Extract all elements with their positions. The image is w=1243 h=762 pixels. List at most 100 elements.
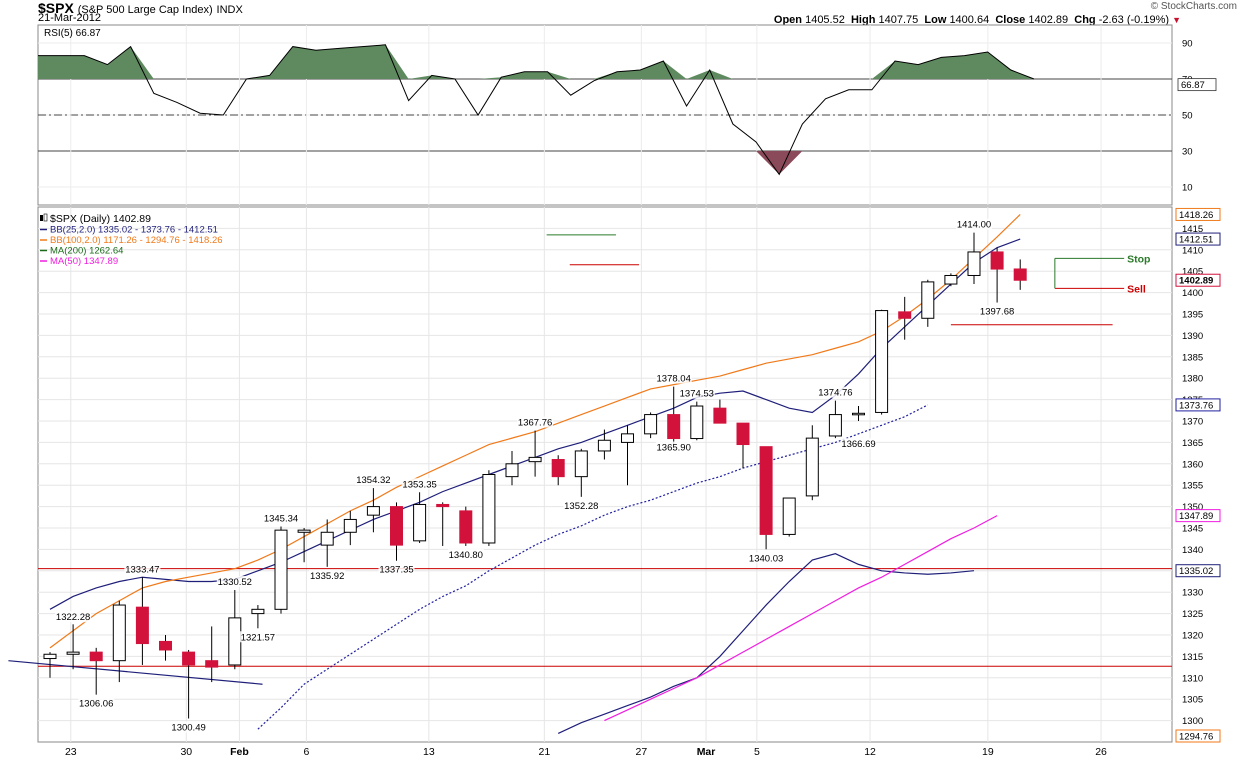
rsi-value-tag-text: 66.87: [1181, 80, 1205, 91]
candle-body: [274, 529, 288, 610]
price-annotation: 1306.06: [79, 699, 113, 710]
price-annotation: 1374.76: [818, 388, 852, 399]
axis-value-tag-text: 1373.76: [1179, 400, 1213, 411]
candle-body: [805, 437, 819, 497]
candle-body: [43, 653, 57, 660]
annotation-bg: [239, 631, 276, 643]
symbol-title: $SPX (S&P 500 Large Cap Index) INDX: [38, 0, 243, 16]
price-annotation: 1367.76: [518, 418, 552, 429]
price-tick-label: 1390: [1182, 331, 1203, 342]
price-tick-label: 1415: [1182, 224, 1203, 235]
candle-body: [366, 506, 380, 516]
candle-body: [944, 274, 958, 285]
axis-value-tag: [1175, 509, 1221, 523]
open-label: Open: [773, 14, 803, 26]
overlay-line: [604, 515, 998, 722]
close-label: Close: [995, 14, 1026, 26]
x-tick-label: 26: [1095, 746, 1107, 758]
rsi-oversold-fill: [38, 151, 1034, 175]
candle-body: [967, 251, 981, 276]
price-annotation: 1345.34: [264, 514, 298, 525]
price-tick-label: 1360: [1182, 459, 1203, 470]
rsi-tick-label: 30: [1182, 147, 1193, 158]
annotation-bg: [378, 563, 415, 575]
trend-line: [8, 660, 263, 685]
price-tick-label: 1400: [1182, 288, 1203, 299]
annotation-bg: [170, 721, 207, 733]
x-tick-label: 12: [864, 746, 876, 758]
x-tick-label: 30: [180, 746, 192, 758]
candle-body: [990, 251, 1004, 270]
price-panel-frame: [37, 206, 1173, 743]
legend-entry: $SPX (Daily) 1402.89: [50, 213, 151, 225]
price-tick-label: 1310: [1182, 673, 1203, 684]
candle-body: [736, 422, 750, 446]
axis-value-tag: [1175, 729, 1221, 743]
price-annotation: 1300.49: [171, 723, 205, 734]
axis-value-tag: [1175, 207, 1221, 221]
price-tick-label: 1345: [1182, 524, 1203, 535]
candle-body: [1013, 268, 1027, 281]
candle-legend-icon: [43, 213, 48, 222]
price-annotation: 1397.68: [980, 307, 1014, 318]
price-tick-label: 1315: [1182, 652, 1203, 663]
rsi-overbought-fill: [38, 44, 1034, 79]
candle-body: [413, 503, 427, 542]
candle-body: [667, 414, 681, 440]
candle-body: [482, 474, 496, 544]
annotation-bg: [563, 499, 600, 511]
candle-body: [597, 439, 611, 452]
legend-entry: BB(25,2.0) 1335.02 - 1373.76 - 1412.51: [50, 225, 218, 236]
axis-value-tag: [1175, 398, 1221, 412]
chart-date: 21-Mar-2012: [38, 12, 101, 24]
candle-body: [89, 651, 103, 662]
candle-body: [205, 660, 219, 668]
annotation-bg: [355, 474, 392, 486]
candle-body: [343, 518, 357, 533]
price-annotation: 1352.28: [564, 501, 598, 512]
candle-body: [621, 433, 634, 443]
candle-body: [135, 606, 149, 645]
overlay-line: [257, 404, 929, 730]
open-value: 1405.52: [805, 14, 845, 26]
price-tick-label: 1385: [1182, 352, 1203, 363]
x-tick-label: 19: [982, 746, 994, 758]
price-tick-label: 1380: [1182, 374, 1203, 385]
price-tick-label: 1340: [1182, 545, 1203, 556]
sell-label: Sell: [1127, 283, 1146, 295]
high-value: 1407.75: [878, 14, 919, 26]
exchange: INDX: [216, 4, 243, 16]
annotation-bg: [956, 218, 992, 230]
price-annotation: 1414.00: [957, 220, 991, 231]
candle-body: [852, 412, 865, 416]
candle-body: [759, 446, 773, 535]
rsi-tick-label: 10: [1182, 183, 1193, 194]
candle-body: [228, 617, 242, 666]
candle-body: [921, 281, 935, 319]
price-tick-label: 1370: [1182, 417, 1203, 428]
candle-body: [574, 450, 588, 478]
price-tick-label: 1410: [1182, 245, 1203, 256]
axis-value-tag: [1175, 273, 1221, 287]
price-tick-label: 1320: [1182, 631, 1203, 642]
high-label: High: [850, 14, 876, 26]
rsi-title: RSI(5) 66.87: [44, 28, 101, 39]
chg-label: Chg: [1074, 14, 1096, 26]
symbol-name: (S&P 500 Large Cap Index): [77, 4, 213, 16]
annotation-bg: [655, 441, 692, 453]
price-annotation: 1330.52: [218, 577, 252, 588]
axis-value-tag-text: 1402.89: [1179, 276, 1213, 287]
rsi-tick-label: 50: [1182, 111, 1193, 122]
price-annotation: 1335.92: [310, 571, 344, 582]
price-tick-label: 1330: [1182, 588, 1203, 599]
candle-body: [182, 651, 196, 666]
low-label: Low: [924, 14, 947, 26]
annotation-bg: [216, 575, 253, 587]
axis-value-tag-text: 1294.76: [1179, 732, 1213, 743]
annotation-bg: [309, 569, 346, 581]
candle-body: [551, 459, 565, 478]
legend-entry: MA(50) 1347.89: [50, 256, 118, 267]
rsi-tick-label: 90: [1182, 39, 1193, 50]
overlay-line: [557, 553, 975, 734]
